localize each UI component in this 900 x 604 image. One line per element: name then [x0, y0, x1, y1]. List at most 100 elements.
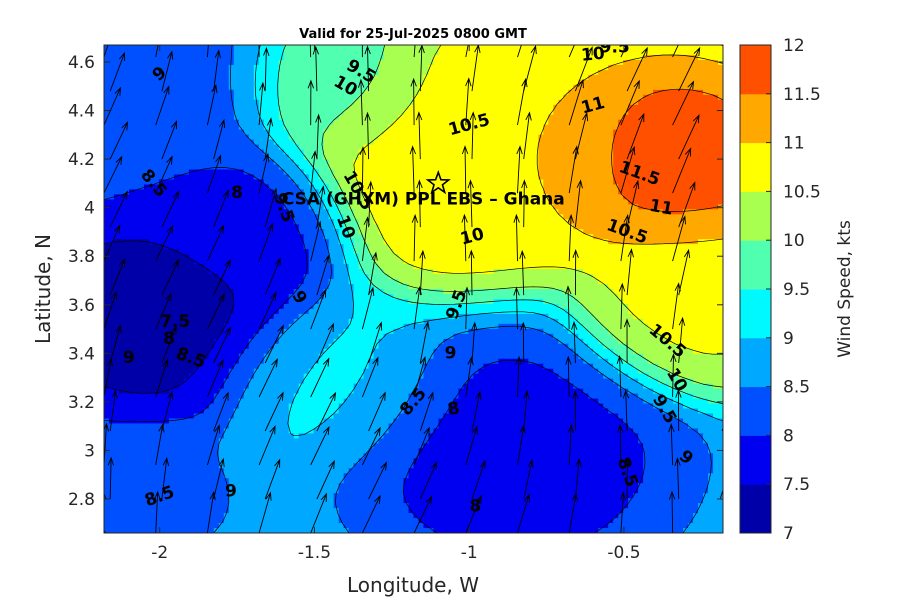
speed-cell: [313, 144, 320, 151]
speed-cell: [208, 119, 215, 126]
speed-cell: [383, 164, 390, 171]
speed-cell: [623, 209, 629, 215]
speed-cell: [598, 94, 604, 101]
speed-cell: [413, 64, 420, 71]
speed-cell: [493, 49, 499, 56]
speed-cell: [138, 214, 145, 220]
speed-cell: [123, 74, 130, 81]
speed-cell: [508, 49, 514, 56]
speed-cell: [288, 179, 295, 186]
speed-cell: [698, 164, 704, 171]
speed-cell: [603, 79, 609, 86]
speed-cell: [523, 59, 529, 66]
speed-cell: [388, 74, 395, 81]
speed-cell: [708, 89, 714, 96]
speed-cell: [533, 224, 539, 230]
speed-cell: [713, 179, 719, 186]
speed-cell: [403, 219, 410, 225]
speed-cell: [618, 174, 624, 181]
speed-cell: [633, 209, 639, 215]
speed-cell: [368, 149, 375, 156]
speed-cell: [198, 74, 205, 81]
speed-cell: [508, 104, 514, 111]
speed-cell: [683, 124, 689, 131]
speed-cell: [308, 104, 315, 111]
speed-cell: [558, 144, 564, 151]
speed-cell: [418, 199, 425, 205]
speed-cell: [418, 149, 425, 156]
speed-cell: [718, 49, 723, 56]
speed-cell: [283, 149, 290, 156]
speed-cell: [523, 124, 529, 131]
speed-cell: [253, 229, 260, 235]
speed-cell: [508, 64, 514, 71]
speed-cell: [703, 204, 709, 210]
speed-cell: [528, 219, 534, 225]
speed-cell: [363, 79, 370, 86]
speed-cell: [303, 74, 310, 81]
speed-cell: [213, 49, 220, 56]
speed-cell: [418, 84, 425, 91]
speed-cell: [263, 119, 270, 126]
speed-cell: [278, 134, 285, 141]
speed-cell: [673, 239, 679, 245]
speed-cell: [333, 234, 340, 240]
speed-cell: [338, 94, 345, 101]
speed-cell: [143, 219, 150, 225]
speed-cell: [218, 174, 225, 181]
speed-cell: [613, 119, 619, 126]
speed-cell: [228, 139, 235, 146]
speed-cell: [223, 84, 230, 91]
speed-cell: [458, 184, 465, 191]
speed-cell: [568, 194, 574, 200]
speed-cell: [238, 194, 245, 200]
speed-cell: [593, 149, 599, 156]
speed-cell: [573, 204, 579, 210]
speed-cell: [228, 119, 235, 126]
speed-cell: [118, 89, 125, 96]
speed-cell: [473, 134, 479, 141]
speed-cell: [328, 224, 335, 230]
speed-cell: [478, 214, 484, 220]
speed-cell: [518, 184, 524, 191]
speed-cell: [183, 134, 190, 141]
speed-cell: [148, 244, 155, 250]
speed-cell: [608, 164, 614, 171]
speed-cell: [613, 79, 619, 86]
speed-cell: [413, 45, 420, 51]
speed-cell: [548, 59, 554, 66]
speed-cell: [228, 229, 235, 235]
speed-cell: [318, 124, 325, 131]
speed-cell: [693, 199, 699, 205]
speed-cell: [583, 234, 589, 240]
speed-cell: [433, 45, 440, 51]
speed-cell: [213, 104, 220, 111]
speed-cell: [443, 129, 450, 136]
speed-cell: [568, 139, 574, 146]
speed-cell: [648, 64, 654, 71]
speed-cell: [533, 94, 539, 101]
speed-cell: [668, 184, 674, 191]
speed-cell: [598, 49, 604, 56]
speed-cell: [533, 179, 539, 186]
speed-cell: [198, 124, 205, 131]
speed-cell: [603, 209, 609, 215]
speed-cell: [413, 164, 420, 171]
speed-cell: [603, 219, 609, 225]
speed-cell: [108, 89, 115, 96]
speed-cell: [383, 224, 390, 230]
speed-cell: [523, 99, 529, 106]
speed-cell: [403, 204, 410, 210]
speed-cell: [408, 199, 415, 205]
speed-cell: [238, 214, 245, 220]
speed-cell: [268, 49, 275, 56]
speed-cell: [338, 89, 345, 96]
speed-cell: [403, 164, 410, 171]
speed-cell: [628, 99, 634, 106]
speed-cell: [104, 49, 110, 56]
speed-cell: [603, 144, 609, 151]
speed-cell: [488, 49, 494, 56]
speed-cell: [138, 159, 145, 166]
speed-cell: [513, 209, 519, 215]
speed-cell: [613, 89, 619, 96]
